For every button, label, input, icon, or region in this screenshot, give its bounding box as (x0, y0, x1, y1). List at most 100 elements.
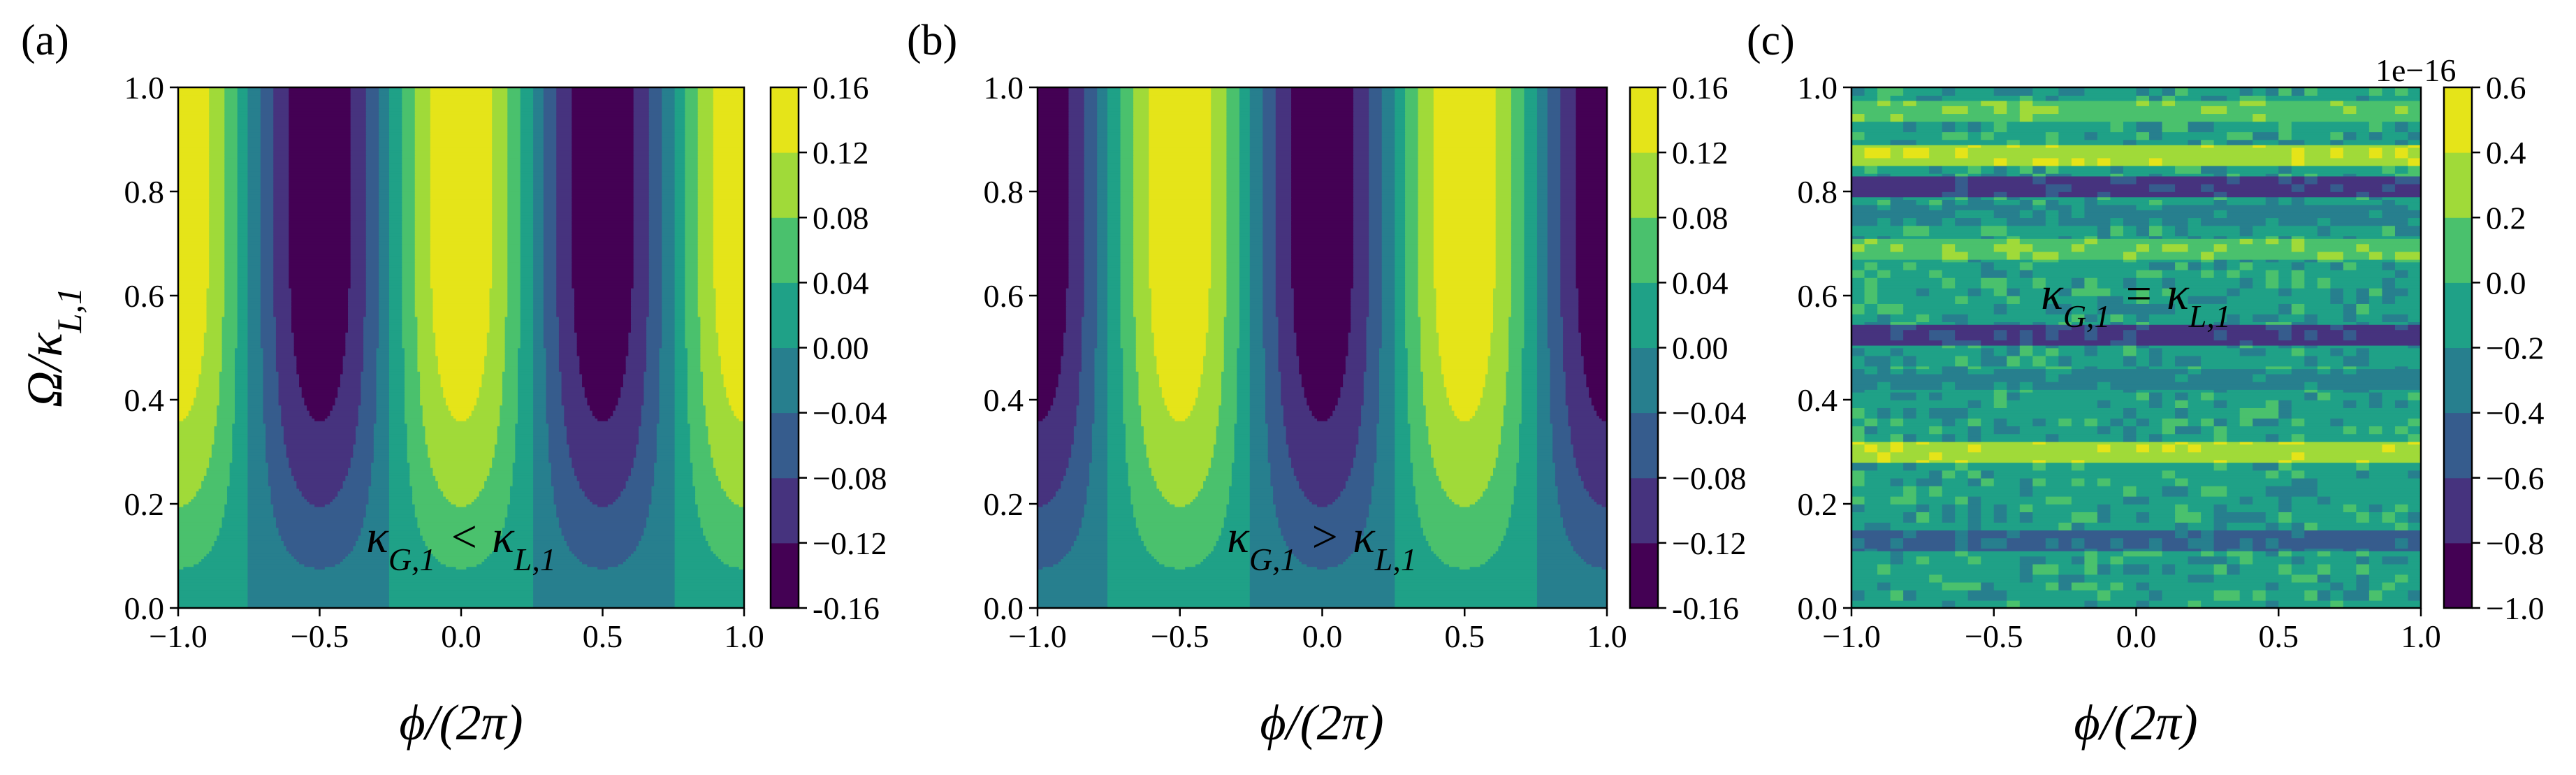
contour-cell-0-94-17 (221, 361, 235, 364)
contour-cell-0-77-125 (500, 405, 518, 408)
contour-cell-0-136-27 (247, 251, 261, 255)
contour-cell-0-192-133 (520, 106, 534, 109)
contour-cell-0-99-148 (558, 347, 578, 352)
contour-cell-0-185-18 (224, 124, 238, 127)
contour-cell-0-151-188 (662, 212, 676, 216)
contour-cell-0-99-127 (504, 347, 518, 352)
contour-cell-0-166-177 (633, 173, 650, 177)
contour-cell-0-44-213 (726, 491, 744, 494)
contour-cell-0-53-82 (388, 467, 411, 471)
contour-cell-0-148-142 (543, 219, 558, 224)
contour-cell-0-82-33 (263, 391, 279, 396)
contour-cell-0-198-122 (492, 89, 509, 94)
contour-cell-0-96-82 (388, 355, 405, 359)
contour-cell-0-104-93 (417, 334, 436, 338)
contour-cell-0-82-62 (337, 391, 362, 396)
contour-cell-0-163-128 (507, 181, 521, 184)
contour-cell-0-73-132 (518, 415, 534, 419)
contour-cell-0-156-32 (260, 199, 275, 203)
contour-cell-0-121-193 (674, 290, 686, 294)
contour-cell-0-193-208 (713, 103, 744, 106)
contour-cell-0-145-43 (289, 228, 351, 231)
contour-cell-0-79-181 (643, 400, 660, 403)
contour-cell-0-119-197 (685, 296, 699, 299)
contour-cell-0-50-20 (229, 475, 249, 479)
contour-cell-0-97-17 (221, 352, 235, 356)
contour-cell-0-101-65 (345, 342, 364, 346)
colorbar-tick-label-0-4: 0.00 (813, 331, 869, 366)
contour-cell-0-78-88 (405, 402, 421, 406)
contour-cell-0-187-37 (273, 118, 290, 122)
contour-cell-0-104-210 (718, 334, 744, 338)
contour-cell-0-91-27 (247, 368, 264, 372)
contour-cell-0-117-27 (247, 300, 261, 304)
contour-cell-0-126-197 (685, 277, 699, 281)
contour-cell-0-123-133 (520, 285, 534, 289)
contour-cell-0-193-183 (648, 103, 662, 106)
contour-cell-0-109-99 (432, 321, 490, 325)
contour-cell-0-45-36 (270, 488, 300, 492)
contour-cell-0-197-142 (543, 92, 558, 96)
contour-cell-0-158-27 (247, 194, 261, 198)
contour-cell-0-118-209 (715, 298, 744, 302)
contour-cell-0-97-143 (546, 352, 560, 356)
contour-cell-0-70-40 (281, 423, 359, 427)
contour-cell-0-180-188 (662, 136, 676, 140)
contour-cell-0-163-208 (713, 181, 744, 184)
contour-cell-0-120-11 (206, 293, 226, 296)
contour-cell-0-192-142 (543, 106, 558, 109)
contour-cell-0-44-146 (553, 491, 585, 494)
contour-cell-0-45-118 (481, 488, 511, 492)
contour-cell-0-55-0 (178, 462, 210, 465)
contour-cell-0-83-193 (674, 389, 688, 393)
contour-cell-0-59-0 (178, 451, 212, 456)
contour-cell-0-105-78 (379, 332, 390, 335)
contour-cell-0-193-32 (260, 103, 275, 106)
contour-cell-0-176-78 (379, 147, 390, 151)
contour-cell-0-94-72 (363, 361, 377, 364)
contour-cell-0-181-142 (543, 134, 558, 138)
contour-cell-0-168-12 (209, 168, 226, 172)
contour-cell-0-117-37 (273, 300, 292, 304)
contour-cell-0-109-203 (700, 321, 717, 325)
contour-cell-1-19-175 (1490, 556, 1538, 560)
contour-cell-0-114-202 (697, 308, 717, 312)
contour-cell-0-180-197 (685, 136, 699, 140)
contour-cell-0-170-183 (648, 163, 662, 166)
contour-cell-0-191-98 (430, 108, 493, 112)
contour-cell-0-113-197 (685, 311, 699, 314)
contour-cell-0-142-82 (388, 236, 403, 239)
contour-cell-0-161-177 (633, 186, 650, 190)
contour-cell-0-145-188 (662, 228, 676, 231)
contour-cell-0-85-77 (376, 384, 390, 388)
contour-cell-0-83-77 (376, 389, 390, 393)
contour-cell-0-171-0 (178, 160, 210, 164)
contour-cell-0-111-17 (221, 316, 238, 320)
contour-cell-0-149-18 (224, 217, 238, 221)
contour-cell-0-177-177 (633, 144, 650, 148)
contour-cell-0-85-71 (361, 384, 377, 388)
contour-cell-0-112-27 (247, 314, 261, 317)
contour-cell-0-159-202 (697, 191, 714, 195)
contour-cell-0-152-122 (492, 210, 509, 213)
contour-cell-0-129-87 (402, 269, 416, 273)
contour-cell-0-152-183 (648, 210, 662, 213)
contour-cell-0-168-92 (414, 168, 431, 172)
contour-cell-0-134-128 (507, 256, 521, 260)
contour-cell-0-95-211 (720, 358, 744, 361)
contour-cell-0-47-64 (342, 483, 372, 486)
contour-cell-0-132-23 (237, 261, 249, 266)
contour-cell-0-166-92 (414, 173, 431, 177)
contour-cell-0-141-153 (572, 238, 634, 242)
contour-cell-0-144-92 (414, 230, 431, 234)
contour-cell-0-112-82 (388, 314, 403, 317)
contour-cell-0-35-0 (178, 514, 226, 518)
contour-cell-0-183-188 (662, 129, 676, 133)
colorbar-swatch-0-5 (771, 217, 799, 283)
contour-cell-0-76-0 (178, 407, 192, 411)
contour-cell-0-84-103 (443, 386, 480, 390)
contour-cell-0-73-82 (388, 415, 405, 419)
contour-cell-0-111-203 (700, 316, 717, 320)
contour-cell-0-101-82 (388, 342, 403, 346)
contour-cell-0-39-138 (533, 504, 558, 507)
